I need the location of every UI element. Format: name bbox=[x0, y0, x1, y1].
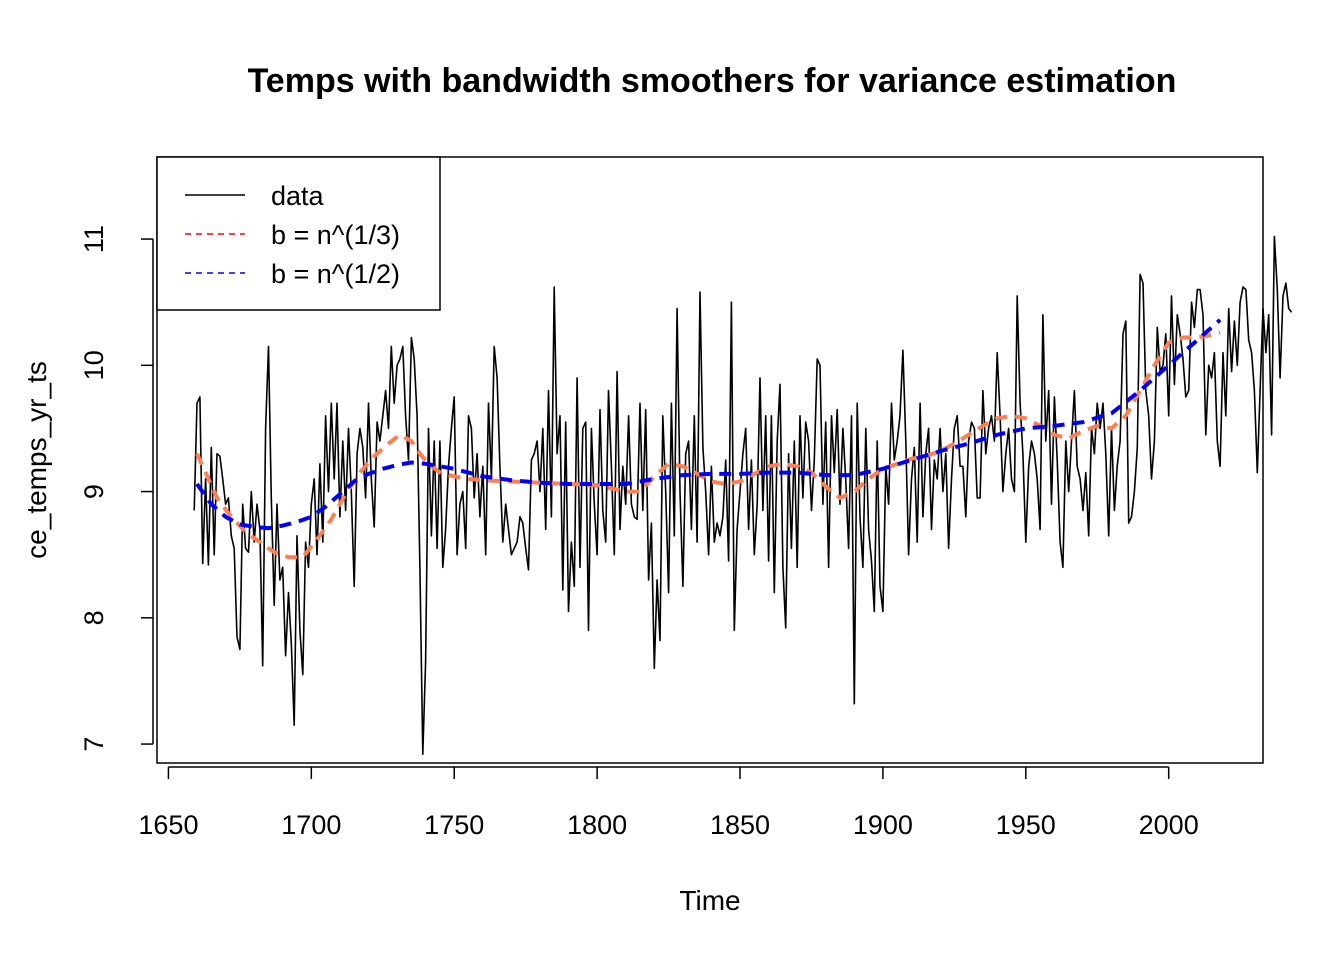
legend-label-b-cube-root: b = n^(1/3) bbox=[271, 220, 400, 250]
legend-label-data: data bbox=[271, 181, 325, 211]
y-axis-label: ce_temps_yr_ts bbox=[21, 361, 52, 559]
x-tick-label-1800: 1800 bbox=[567, 810, 627, 840]
y-tick-label-9: 9 bbox=[79, 484, 109, 499]
x-tick-label-1900: 1900 bbox=[853, 810, 913, 840]
legend-box bbox=[156, 156, 441, 311]
x-tick-label-1750: 1750 bbox=[424, 810, 484, 840]
data-series-line bbox=[193, 235, 1293, 756]
y-tick-label-8: 8 bbox=[79, 610, 109, 625]
x-tick-label-1650: 1650 bbox=[138, 810, 198, 840]
smoother-square-root-line bbox=[195, 318, 1222, 531]
legend: data b = n^(1/3) b = n^(1/2) bbox=[156, 156, 441, 311]
y-tick-label-7: 7 bbox=[79, 737, 109, 752]
x-axis: 1650 1700 1750 1800 1850 1900 1950 2000 bbox=[138, 766, 1199, 840]
x-tick-label-1700: 1700 bbox=[281, 810, 341, 840]
plot-frame bbox=[156, 156, 1264, 764]
x-tick-label-1850: 1850 bbox=[710, 810, 770, 840]
x-tick-label-1950: 1950 bbox=[996, 810, 1056, 840]
legend-label-b-square-root: b = n^(1/2) bbox=[271, 259, 400, 289]
chart-title: Temps with bandwidth smoothers for varia… bbox=[248, 62, 1177, 100]
x-tick-label-2000: 2000 bbox=[1139, 810, 1199, 840]
y-tick-label-11: 11 bbox=[79, 225, 109, 253]
y-tick-label-10: 10 bbox=[79, 350, 109, 380]
x-axis-label: Time bbox=[679, 885, 740, 916]
plot-area bbox=[193, 235, 1293, 756]
y-axis: 7 8 9 10 11 bbox=[79, 225, 154, 752]
